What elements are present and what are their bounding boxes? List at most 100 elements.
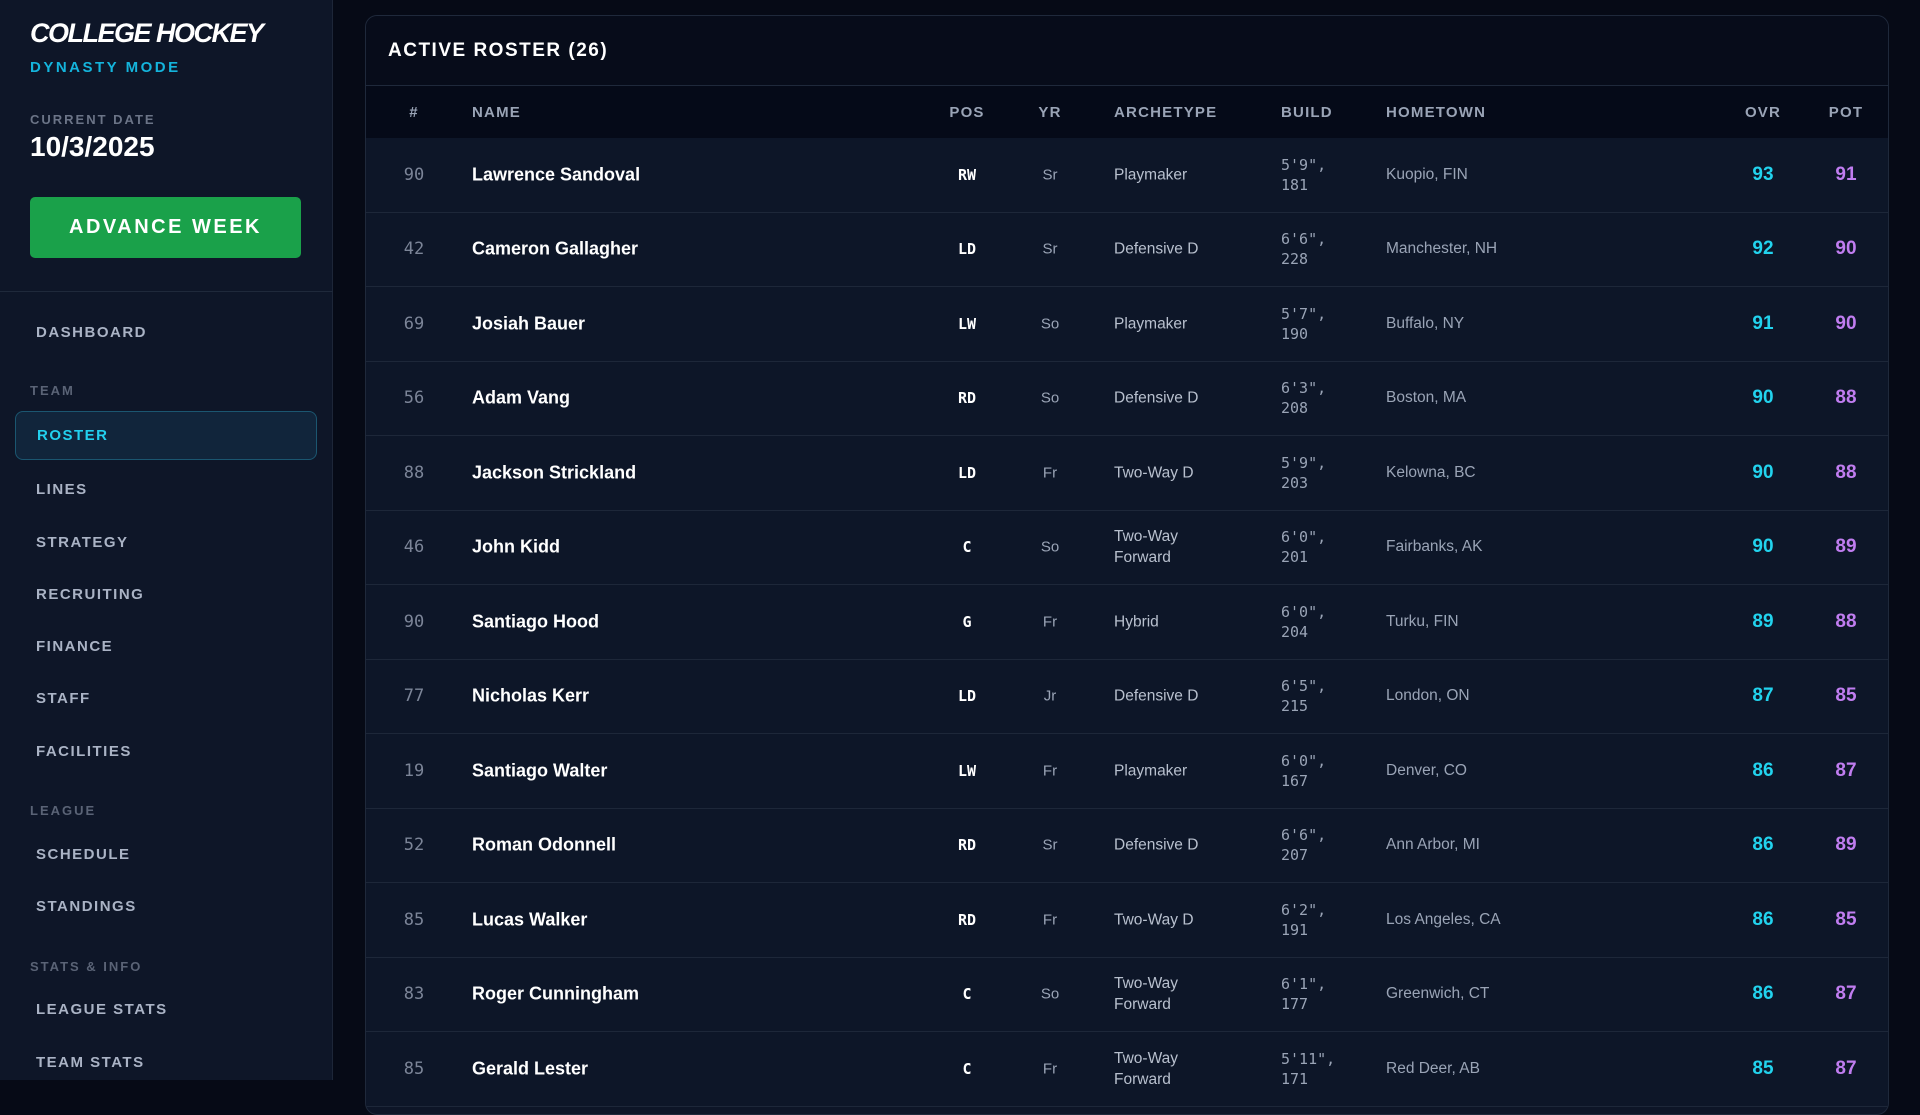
player-ovr: 91 <box>1752 312 1774 334</box>
player-number: 56 <box>403 388 425 409</box>
table-row[interactable]: 90 Santiago Hood G Fr Hybrid 6'0", 204 Turku, F… <box>366 585 1888 660</box>
col-build[interactable]: BUILD <box>1281 104 1333 121</box>
player-number: 77 <box>403 686 425 707</box>
player-ovr: 93 <box>1752 163 1774 185</box>
col-num[interactable]: # <box>409 104 419 121</box>
table-row[interactable]: 90 Lawrence Sandoval RW Sr Playmaker 5'9", 181… <box>366 138 1888 213</box>
player-build: 5'11", 171 <box>1281 1049 1335 1089</box>
nav-facilities[interactable]: FACILITIES <box>36 743 132 760</box>
col-pot[interactable]: POT <box>1828 104 1864 121</box>
player-name: John Kidd <box>472 536 560 557</box>
nav-roster[interactable]: ROSTER <box>15 411 317 460</box>
current-date: 10/3/2025 <box>30 131 155 162</box>
table-row[interactable]: 85 Gerald Lester C Fr Two-Way Forward 5'11", 1… <box>366 1032 1888 1107</box>
table-row[interactable]: 77 Nicholas Kerr LD Jr Defensive D 6'5", 215 Lo… <box>366 659 1888 734</box>
player-height: 6'3", <box>1281 379 1327 398</box>
player-number: 46 <box>403 537 425 558</box>
player-build: 5'7", 190 <box>1281 304 1326 344</box>
player-pot: 87 <box>1835 983 1857 1005</box>
player-number: 69 <box>403 313 425 334</box>
col-pos[interactable]: POS <box>949 104 985 121</box>
player-height: 6'1", <box>1281 975 1327 994</box>
player-number: 19 <box>403 760 425 781</box>
table-row[interactable]: 42 Cameron Gallagher LD Sr Defensive D 6'6", 2… <box>366 212 1888 287</box>
section-team: TEAM <box>30 383 75 398</box>
col-archetype[interactable]: ARCHETYPE <box>1114 104 1218 121</box>
player-pot: 85 <box>1835 685 1857 707</box>
player-hometown: London, ON <box>1386 687 1470 705</box>
nav-standings[interactable]: STANDINGS <box>36 898 137 915</box>
col-ovr[interactable]: OVR <box>1744 104 1782 121</box>
player-hometown: Fairbanks, AK <box>1386 538 1483 556</box>
player-hometown: Red Deer, AB <box>1386 1059 1480 1077</box>
table-header: # NAME POS YR ARCHETYPE BUILD HOMETOWN O… <box>366 86 1888 138</box>
table-row[interactable]: 85 Lucas Walker RD Fr Two-Way D 6'2", 191 Los A… <box>366 883 1888 958</box>
player-ovr: 86 <box>1752 908 1774 930</box>
player-pot: 87 <box>1835 1057 1857 1079</box>
nav-league-stats[interactable]: LEAGUE STATS <box>36 1001 168 1018</box>
player-year: Sr <box>1042 166 1058 184</box>
table-row[interactable]: 69 Josiah Bauer LW So Playmaker 5'7", 190 Buffa… <box>366 287 1888 362</box>
player-build: 6'0", 204 <box>1281 602 1326 642</box>
advance-week-button[interactable]: ADVANCE WEEK <box>30 197 301 258</box>
nav-strategy[interactable]: STRATEGY <box>36 534 129 551</box>
player-name: Santiago Walter <box>472 760 608 781</box>
player-ovr: 90 <box>1752 387 1774 409</box>
player-weight: 191 <box>1281 920 1309 939</box>
player-height: 5'9", <box>1281 155 1327 174</box>
player-height: 5'7", <box>1281 304 1327 323</box>
player-height: 6'0", <box>1281 528 1327 547</box>
table-row[interactable]: 19 Santiago Walter LW Fr Playmaker 6'0", 167 De… <box>366 734 1888 809</box>
player-height: 6'5", <box>1281 677 1327 696</box>
player-pot: 88 <box>1835 610 1857 632</box>
col-name[interactable]: NAME <box>472 104 521 121</box>
nav-finance[interactable]: FINANCE <box>36 638 114 655</box>
player-name: Lucas Walker <box>472 909 588 930</box>
sidebar: COLLEGE HOCKEY DYNASTY MODE CURRENT DATE… <box>0 0 333 1080</box>
player-ovr: 92 <box>1752 238 1774 260</box>
player-hometown: Los Angeles, CA <box>1386 910 1501 928</box>
nav-lines[interactable]: LINES <box>36 481 88 498</box>
col-yr[interactable]: YR <box>1038 104 1062 121</box>
player-position: C <box>962 1059 972 1078</box>
player-archetype: Two-Way Forward <box>1114 1049 1179 1088</box>
player-number: 85 <box>403 1058 425 1079</box>
player-archetype: Two-Way D <box>1114 464 1194 482</box>
player-ovr: 86 <box>1752 834 1774 856</box>
player-number: 85 <box>403 909 425 930</box>
table-row[interactable]: 88 Jackson Strickland LD Fr Two-Way D 5'9", 20… <box>366 436 1888 511</box>
nav-staff[interactable]: STAFF <box>36 690 91 707</box>
col-hometown[interactable]: HOMETOWN <box>1386 104 1487 121</box>
player-hometown: Ann Arbor, MI <box>1386 836 1480 854</box>
player-height: 6'0", <box>1281 602 1327 621</box>
player-build: 6'6", 207 <box>1281 825 1326 865</box>
player-weight: 215 <box>1281 697 1309 716</box>
section-league: LEAGUE <box>30 803 97 818</box>
player-name: Josiah Bauer <box>472 313 586 334</box>
player-build: 6'1", 177 <box>1281 974 1326 1014</box>
player-hometown: Greenwich, CT <box>1386 985 1490 1003</box>
player-height: 5'9", <box>1281 453 1327 472</box>
player-weight: 228 <box>1281 250 1309 269</box>
player-name: Lawrence Sandoval <box>472 164 641 185</box>
player-archetype: Playmaker <box>1114 315 1188 333</box>
player-position: LD <box>957 687 977 706</box>
nav-recruiting[interactable]: RECRUITING <box>36 586 145 603</box>
table-row[interactable]: 52 Roman Odonnell RD Sr Defensive D 6'6", 207 A… <box>366 808 1888 883</box>
player-year: Sr <box>1042 240 1058 258</box>
player-archetype: Playmaker <box>1114 166 1188 184</box>
nav-dashboard[interactable]: DASHBOARD <box>36 324 147 341</box>
player-weight: 167 <box>1281 771 1309 790</box>
nav-schedule[interactable]: SCHEDULE <box>36 846 131 863</box>
player-height: 5'11", <box>1281 1049 1336 1068</box>
player-height: 6'6", <box>1281 230 1327 249</box>
player-hometown: Manchester, NH <box>1386 240 1498 258</box>
table-row[interactable]: 56 Adam Vang RD So Defensive D 6'3", 208 Boston… <box>366 361 1888 436</box>
player-year: Sr <box>1042 836 1058 854</box>
nav-team-stats[interactable]: TEAM STATS <box>36 1054 145 1071</box>
table-row[interactable]: 83 Roger Cunningham C So Two-Way Forward 6'1"… <box>366 957 1888 1032</box>
player-height: 6'0", <box>1281 751 1327 770</box>
player-name: Nicholas Kerr <box>472 685 590 706</box>
table-row[interactable]: 46 John Kidd C So Two-Way Forward 6'0", 201 Fai… <box>366 510 1888 585</box>
player-build: 6'2", 191 <box>1281 900 1326 940</box>
